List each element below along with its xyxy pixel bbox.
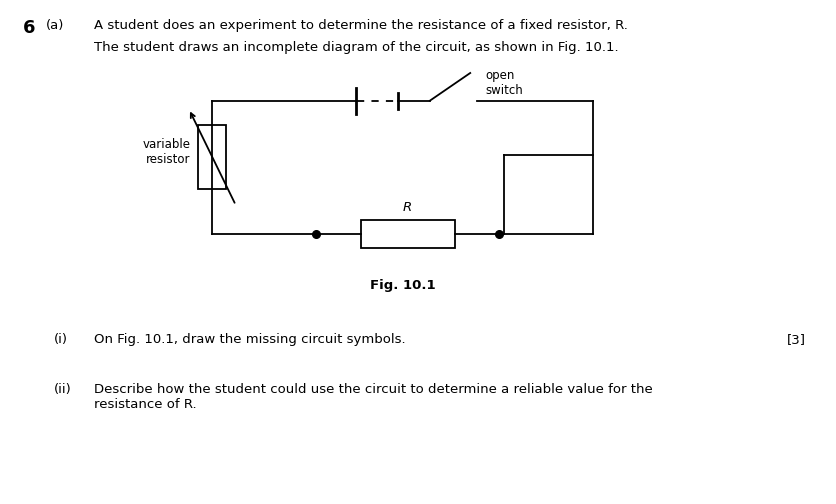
Text: (ii): (ii) <box>54 383 72 396</box>
Text: variable
resistor: variable resistor <box>142 138 191 166</box>
Text: On Fig. 10.1, draw the missing circuit symbols.: On Fig. 10.1, draw the missing circuit s… <box>94 333 405 346</box>
Text: (a): (a) <box>46 19 64 32</box>
Text: The student draws an incomplete diagram of the circuit, as shown in Fig. 10.1.: The student draws an incomplete diagram … <box>94 41 619 54</box>
Bar <box>360 220 455 248</box>
Text: (i): (i) <box>54 333 68 346</box>
Text: Describe how the student could use the circuit to determine a reliable value for: Describe how the student could use the c… <box>94 383 652 411</box>
Text: 6: 6 <box>23 19 35 37</box>
Text: [3]: [3] <box>787 333 806 346</box>
Bar <box>198 125 227 189</box>
Text: R: R <box>403 202 412 214</box>
Text: Fig. 10.1: Fig. 10.1 <box>370 279 436 292</box>
Text: open
switch: open switch <box>485 69 523 97</box>
Text: A student does an experiment to determine the resistance of a fixed resistor, R.: A student does an experiment to determin… <box>94 19 628 32</box>
